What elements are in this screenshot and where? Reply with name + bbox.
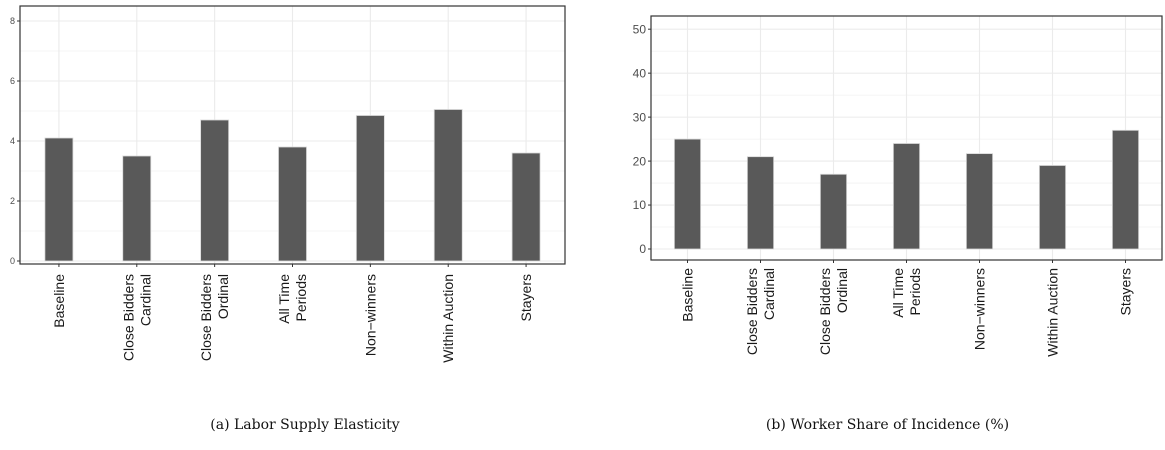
caption-labor-supply-elasticity: (a) Labor Supply Elasticity: [210, 417, 400, 433]
bar-stayers: [511, 152, 541, 262]
x-tick-label: Cardinal: [137, 274, 153, 326]
x-tick-label: Close Bidders: [817, 268, 833, 355]
x-tick-label-group: Close Bidders Cardinal: [120, 274, 153, 361]
bar-within-auction: [433, 109, 463, 262]
x-tick-label: Within Auction: [1045, 268, 1061, 357]
bar-close-bidders-ordinal: [200, 119, 230, 262]
y-tick-label: 0: [639, 242, 646, 256]
bar-close-bidders-cardinal: [122, 155, 152, 262]
x-tick-label-group: Stayers: [518, 274, 534, 321]
y-tick-label: 0: [10, 256, 15, 266]
x-tick-label-group: Close Bidders Ordinal: [198, 274, 231, 361]
y-tick-label: 40: [633, 66, 647, 80]
x-tick-label-group: Non−winners: [972, 268, 988, 350]
bar-all-time-periods: [892, 143, 921, 250]
x-tick-label-group: Within Auction: [440, 274, 456, 363]
x-tick-label-group: Baseline: [51, 274, 67, 328]
x-tick-label-group: Non−winners: [362, 274, 378, 356]
y-tick-label: 2: [10, 196, 15, 206]
bar-close-bidders-ordinal: [819, 173, 848, 250]
bar-all-time-periods: [278, 146, 307, 262]
y-tick-label: 30: [633, 110, 647, 124]
bar-within-auction: [1038, 165, 1067, 250]
x-tick-label: Close Bidders: [120, 274, 136, 361]
x-tick-label-group: All Time Periods: [890, 268, 923, 318]
x-tick-label: Non−winners: [972, 268, 988, 350]
bar-baseline: [673, 138, 702, 250]
y-tick-label: 6: [10, 76, 15, 86]
chart-panel-labor-supply-elasticity: 0 2 4 6 8 Baseline Close Bidders Cardinal Close …: [0, 0, 580, 400]
y-tick-label: 10: [633, 198, 647, 212]
x-tick-label-group: All Time Periods: [276, 274, 309, 324]
x-tick-label-group: Within Auction: [1045, 268, 1061, 357]
bar-baseline: [44, 137, 74, 262]
x-tick-label-group: Stayers: [1118, 268, 1134, 315]
bar-stayers: [1111, 129, 1140, 250]
y-tick-label: 50: [633, 22, 647, 36]
x-tick-label: Periods: [293, 274, 309, 321]
x-tick-label-group: Close Bidders Cardinal: [744, 268, 777, 355]
bar-non-winners: [355, 115, 385, 262]
x-tick-label: Stayers: [518, 274, 534, 321]
x-tick-label: Stayers: [1118, 268, 1134, 315]
bar-close-bidders-cardinal: [746, 156, 775, 250]
x-tick-label: Ordinal: [834, 268, 850, 313]
caption-worker-share-of-incidence: (b) Worker Share of Incidence (%): [765, 417, 1010, 433]
x-tick-label: Non−winners: [362, 274, 378, 356]
x-tick-label: Close Bidders: [198, 274, 214, 361]
x-tick-label: Baseline: [51, 274, 67, 328]
x-tick-label: All Time: [890, 268, 906, 318]
x-tick-label: Within Auction: [440, 274, 456, 363]
x-tick-label: Periods: [907, 268, 923, 315]
y-tick-label: 8: [10, 16, 15, 26]
bar-non-winners: [965, 153, 994, 250]
x-tick-label: All Time: [276, 274, 292, 324]
x-tick-label: Cardinal: [761, 268, 777, 320]
x-tick-label-group: Close Bidders Ordinal: [817, 268, 850, 355]
x-tick-label: Ordinal: [215, 274, 231, 319]
x-tick-label: Baseline: [680, 268, 696, 322]
chart-panel-worker-share-of-incidence: 0 10 20 30 40 50 Baseline Close Bidders Cardinal…: [610, 0, 1165, 400]
x-tick-label: Close Bidders: [744, 268, 760, 355]
x-tick-label-group: Baseline: [680, 268, 696, 322]
y-tick-label: 20: [633, 154, 647, 168]
y-tick-label: 4: [10, 136, 15, 146]
